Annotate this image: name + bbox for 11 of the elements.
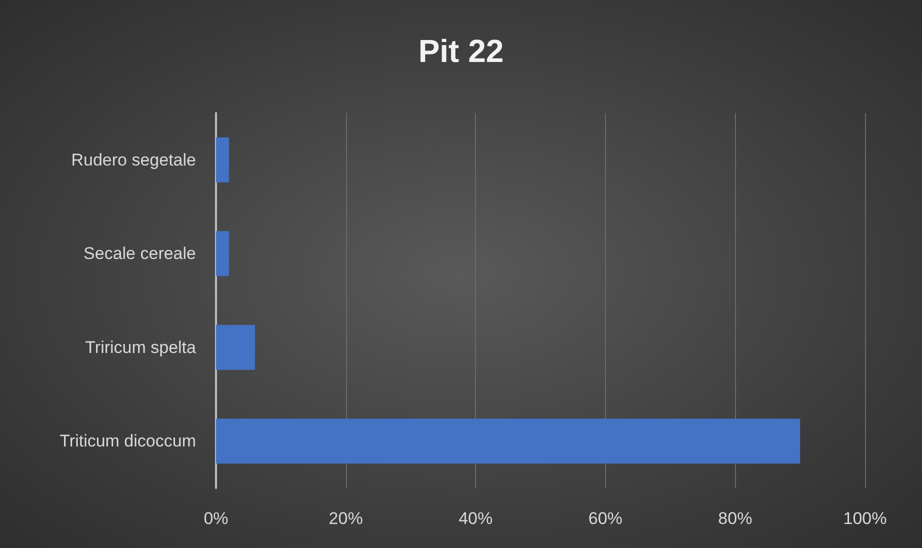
- x-tick-label: 100%: [843, 509, 887, 528]
- y-tick-label: Rudero segetale: [71, 150, 196, 170]
- x-tick-label: 20%: [328, 509, 363, 528]
- y-tick-label: Triticum dicoccum: [60, 432, 196, 451]
- x-tick-label: 80%: [718, 509, 752, 528]
- x-tick-label: 0%: [204, 509, 228, 528]
- chart-title: Pit 22: [418, 33, 504, 69]
- x-tick-label: 60%: [588, 509, 622, 528]
- x-tick-label: 40%: [458, 509, 493, 528]
- y-tick-label: Triricum spelta: [85, 338, 197, 357]
- y-tick-label: Secale cereale: [84, 244, 196, 264]
